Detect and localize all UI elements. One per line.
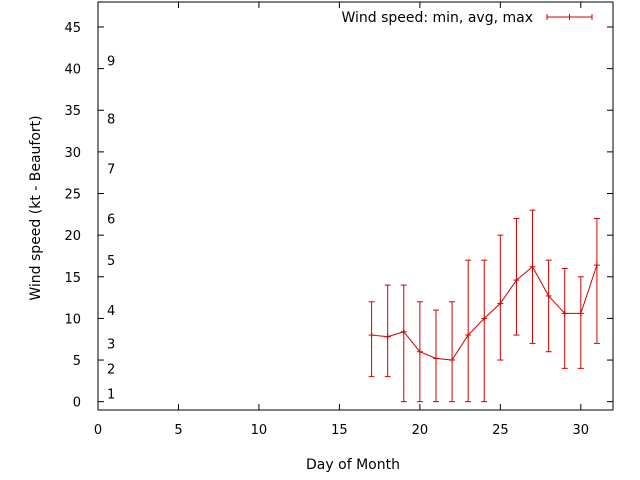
- x-tick-label: 0: [94, 423, 102, 438]
- plot-frame: [97, 1, 614, 411]
- y-tick-label: 15: [64, 271, 81, 286]
- x-tick-label: 5: [174, 423, 182, 438]
- y-tick-label: 20: [64, 229, 81, 244]
- beaufort-label: 2: [107, 362, 115, 377]
- series-layer: [368, 209, 600, 403]
- beaufort-label: 3: [107, 337, 115, 352]
- y-tick-label: 0: [73, 396, 81, 411]
- y-tick-label: 5: [73, 354, 81, 369]
- beaufort-label: 7: [107, 163, 115, 178]
- legend-label: Wind speed: min, avg, max: [341, 10, 533, 26]
- y-tick-label: 45: [64, 21, 81, 36]
- beaufort-label: 8: [107, 113, 115, 128]
- legend: Wind speed: min, avg, max: [341, 10, 593, 26]
- x-tick-label: 15: [331, 423, 348, 438]
- beaufort-scale: 1 2 3 4 5 6 7 8 9: [107, 54, 115, 402]
- y-axis-title: Wind speed (kt - Beaufort): [28, 115, 44, 300]
- beaufort-label: 4: [107, 304, 115, 319]
- beaufort-label: 5: [107, 254, 115, 269]
- y-tick-label: 35: [64, 104, 81, 119]
- x-tick-label: 30: [573, 423, 590, 438]
- y-tick-label: 40: [64, 63, 81, 78]
- y-tick-label: 25: [64, 188, 81, 203]
- x-tick-label: 25: [492, 423, 509, 438]
- x-tick-label: 20: [412, 423, 429, 438]
- x-axis-title: Day of Month: [306, 457, 400, 473]
- beaufort-label: 6: [107, 212, 115, 227]
- beaufort-label: 1: [107, 387, 115, 402]
- y-tick-label: 30: [64, 146, 81, 161]
- beaufort-label: 9: [107, 54, 115, 69]
- y-tick-label: 10: [64, 312, 81, 327]
- x-tick-label: 10: [251, 423, 268, 438]
- legend-line-sample: [546, 14, 593, 20]
